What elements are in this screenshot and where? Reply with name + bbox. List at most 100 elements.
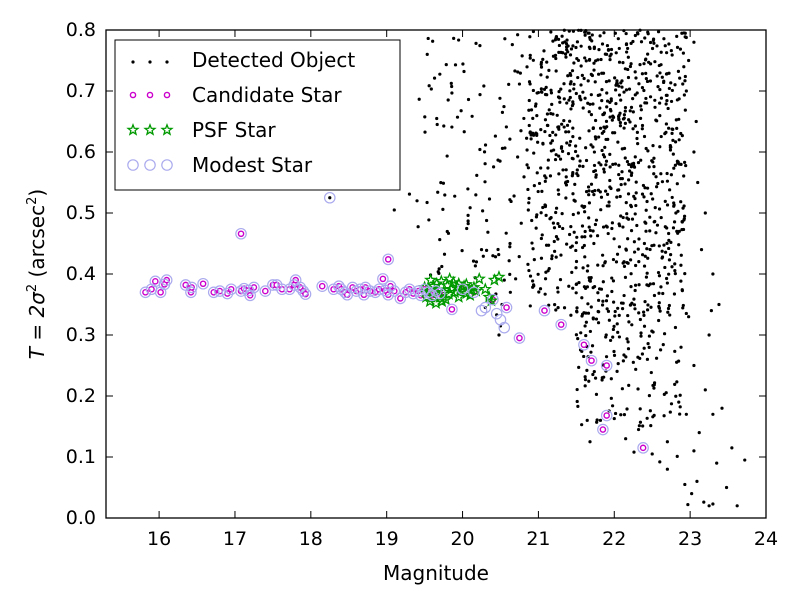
detected-object-point bbox=[632, 303, 637, 307]
detected-object-point bbox=[518, 71, 522, 75]
legend-marker-modest-star bbox=[161, 159, 173, 171]
modest-star-point bbox=[297, 285, 310, 297]
detected-object-point bbox=[626, 192, 631, 196]
detected-object-point bbox=[590, 33, 594, 37]
modest-star-point bbox=[422, 286, 435, 299]
detected-object-point bbox=[675, 34, 679, 38]
detected-object-point bbox=[466, 219, 470, 223]
detected-object-point bbox=[508, 137, 512, 141]
modest-star-point bbox=[479, 301, 492, 314]
detected-object-point bbox=[608, 107, 613, 112]
detected-object-point bbox=[556, 306, 560, 310]
modest-star-point bbox=[399, 286, 412, 299]
candidate-star-point bbox=[588, 357, 595, 364]
candidate-star-point bbox=[262, 287, 269, 295]
detected-object-point bbox=[500, 110, 505, 114]
psf-star-point bbox=[469, 284, 483, 297]
detected-object-point bbox=[596, 188, 601, 192]
detected-object-point bbox=[673, 382, 677, 386]
detected-object-point bbox=[659, 96, 664, 100]
detected-object-point bbox=[568, 139, 573, 144]
legend-marker-detected-object bbox=[131, 60, 135, 64]
detected-object-point bbox=[575, 171, 579, 176]
detected-object-point bbox=[621, 215, 625, 220]
detected-object-point bbox=[658, 87, 662, 92]
detected-object-point bbox=[585, 285, 589, 289]
detected-object-point bbox=[590, 344, 595, 348]
detected-object-point bbox=[671, 226, 676, 230]
detected-object-point bbox=[637, 260, 641, 264]
legend-marker-candidate-star bbox=[146, 91, 154, 99]
detected-object-point bbox=[643, 220, 647, 224]
detected-object-point bbox=[571, 44, 575, 48]
detected-object-point bbox=[658, 114, 662, 118]
modest-star-point bbox=[490, 307, 503, 320]
legend-label-detected-object: Detected Object bbox=[192, 48, 355, 72]
detected-object-point bbox=[568, 232, 572, 237]
detected-object-point bbox=[482, 84, 486, 88]
detected-object-point bbox=[596, 93, 600, 97]
detected-object-point bbox=[669, 402, 674, 406]
detected-object-point bbox=[568, 71, 572, 76]
detected-object-point bbox=[582, 285, 587, 289]
detected-object-point bbox=[618, 224, 622, 228]
detected-object-point bbox=[651, 37, 656, 41]
detected-object-point bbox=[440, 264, 444, 269]
detected-object-point bbox=[613, 314, 617, 318]
legend: Detected Object Candidate Star PSF Star … bbox=[114, 39, 401, 191]
detected-object-point bbox=[631, 39, 635, 44]
detected-object-point bbox=[453, 63, 458, 67]
detected-object-point bbox=[551, 221, 555, 225]
detected-object-point bbox=[540, 90, 544, 94]
detected-object-point bbox=[542, 49, 546, 53]
detected-object-point bbox=[462, 130, 466, 134]
detected-object-point bbox=[694, 119, 698, 124]
detected-object-point bbox=[664, 130, 668, 135]
detected-object-point bbox=[423, 130, 427, 134]
detected-object-point bbox=[550, 257, 554, 261]
detected-object-point bbox=[683, 74, 687, 79]
candidate-star-point bbox=[318, 282, 326, 290]
detected-object-point bbox=[483, 143, 488, 147]
detected-object-point bbox=[611, 279, 616, 283]
detected-object-point bbox=[588, 46, 592, 51]
detected-object-point bbox=[649, 305, 653, 309]
detected-object-point bbox=[667, 231, 671, 236]
detected-object-point bbox=[626, 340, 630, 344]
detected-object-point bbox=[627, 178, 631, 182]
detected-object-point bbox=[665, 179, 670, 183]
detected-object-point bbox=[627, 87, 632, 91]
detected-object-point bbox=[539, 73, 543, 77]
detected-object-point bbox=[634, 191, 638, 195]
detected-object-point bbox=[526, 208, 530, 212]
detected-object-point bbox=[612, 300, 616, 304]
detected-object-point bbox=[638, 407, 642, 411]
detected-object-point bbox=[618, 124, 623, 128]
detected-object-point bbox=[592, 369, 596, 374]
detected-object-point bbox=[571, 286, 575, 290]
detected-object-point bbox=[664, 122, 668, 126]
detected-object-point bbox=[661, 343, 665, 347]
detected-object-point bbox=[680, 228, 684, 232]
detected-object-point bbox=[656, 181, 660, 186]
detected-object-point bbox=[587, 129, 591, 133]
candidate-star-point bbox=[603, 362, 610, 369]
detected-object-point bbox=[565, 123, 570, 127]
detected-object-point bbox=[530, 241, 534, 245]
detected-object-point bbox=[677, 229, 681, 233]
detected-object-point bbox=[562, 125, 566, 129]
detected-object-point bbox=[623, 105, 628, 110]
detected-object-point bbox=[605, 307, 609, 311]
detected-object-point bbox=[626, 237, 630, 241]
legend-markers bbox=[126, 60, 174, 171]
detected-object-point bbox=[642, 241, 647, 246]
detected-object-point bbox=[625, 212, 629, 216]
detected-object-point bbox=[589, 350, 593, 354]
detected-object-point bbox=[619, 98, 623, 102]
detected-object-point bbox=[441, 181, 446, 185]
detected-object-point bbox=[535, 132, 539, 136]
detected-object-point bbox=[601, 299, 605, 303]
detected-object-point bbox=[636, 160, 641, 165]
detected-object-point bbox=[690, 492, 694, 496]
detected-object-point bbox=[606, 309, 611, 313]
